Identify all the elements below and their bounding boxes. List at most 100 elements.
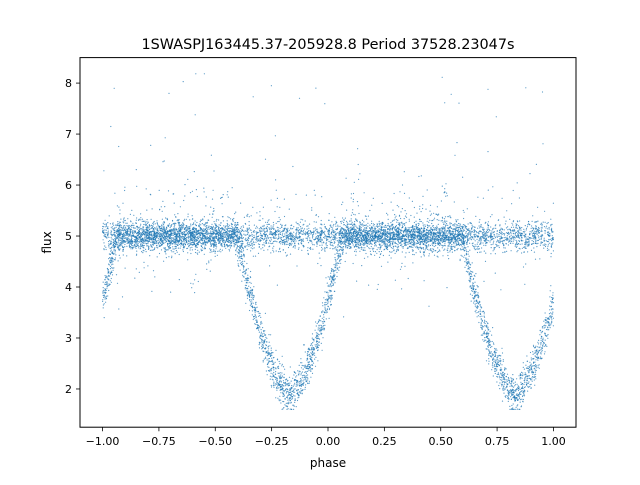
data-point	[116, 205, 118, 207]
data-point	[323, 316, 325, 318]
data-point	[225, 240, 227, 242]
data-point	[503, 229, 505, 231]
data-point	[370, 253, 372, 255]
data-point	[264, 339, 266, 341]
data-point	[312, 354, 314, 356]
data-point	[401, 222, 403, 224]
data-point	[121, 244, 123, 246]
data-point	[173, 231, 175, 233]
data-point	[125, 239, 128, 241]
data-point	[290, 387, 292, 389]
data-point	[530, 227, 532, 229]
data-point	[332, 237, 334, 239]
data-point	[318, 320, 320, 322]
data-point	[266, 355, 268, 357]
data-point	[174, 237, 176, 239]
data-point	[545, 227, 547, 229]
data-point	[444, 191, 446, 193]
data-point	[182, 226, 184, 229]
data-point	[156, 222, 158, 224]
data-point	[359, 224, 361, 226]
data-point	[108, 264, 110, 266]
data-point	[545, 344, 547, 347]
data-point	[378, 251, 380, 253]
data-point	[501, 400, 504, 402]
data-point	[312, 234, 314, 236]
data-point	[341, 247, 343, 249]
data-point	[480, 318, 482, 320]
data-point	[449, 245, 451, 247]
data-point	[171, 228, 173, 230]
data-point	[206, 232, 208, 234]
data-point	[469, 279, 471, 281]
data-point	[224, 225, 226, 228]
data-point	[301, 227, 303, 229]
data-point	[203, 253, 205, 255]
data-point	[229, 238, 232, 240]
data-point	[177, 236, 179, 239]
data-point	[287, 246, 290, 249]
data-point	[483, 316, 486, 318]
data-point	[145, 188, 147, 190]
data-point	[201, 240, 203, 242]
data-point	[363, 243, 365, 245]
data-point	[295, 385, 297, 387]
data-point	[390, 257, 392, 259]
data-point	[203, 248, 205, 250]
data-point	[410, 214, 412, 217]
data-point	[129, 246, 131, 249]
data-point	[514, 232, 517, 235]
data-point	[305, 375, 307, 377]
data-point	[107, 233, 109, 235]
data-point	[551, 320, 553, 323]
data-point	[141, 233, 143, 235]
data-point	[520, 381, 522, 383]
data-point	[372, 223, 374, 225]
data-point	[534, 376, 537, 378]
data-point	[315, 87, 317, 89]
data-point	[327, 294, 329, 296]
data-point	[456, 249, 458, 251]
data-point	[185, 229, 187, 232]
data-point	[466, 237, 469, 239]
data-point	[496, 370, 498, 372]
data-point	[189, 247, 191, 249]
data-point	[499, 239, 501, 241]
data-point	[274, 135, 276, 137]
data-point	[198, 235, 200, 237]
data-point	[317, 333, 319, 335]
data-point	[425, 208, 427, 210]
data-point	[204, 243, 207, 245]
data-point	[469, 230, 471, 232]
data-point	[510, 392, 512, 394]
data-point	[415, 230, 417, 232]
data-point	[216, 225, 218, 228]
data-point	[333, 248, 335, 250]
data-point	[541, 241, 544, 244]
data-point	[544, 322, 547, 324]
data-point	[465, 232, 467, 234]
data-point	[536, 239, 538, 242]
data-point	[440, 220, 442, 222]
data-point	[449, 215, 451, 217]
data-point	[401, 262, 403, 264]
data-point	[151, 237, 153, 239]
data-point	[504, 238, 506, 240]
data-point	[511, 404, 513, 407]
data-point	[509, 242, 511, 244]
data-point	[235, 211, 237, 213]
data-point	[124, 189, 126, 192]
data-point	[377, 247, 379, 249]
data-point	[166, 249, 168, 251]
data-point	[201, 247, 204, 249]
data-point	[256, 239, 258, 241]
data-point	[484, 329, 486, 331]
data-point	[476, 285, 478, 287]
data-point	[408, 251, 410, 253]
data-point	[229, 240, 231, 242]
data-point	[366, 245, 368, 247]
data-point	[403, 218, 405, 220]
data-point	[536, 246, 538, 248]
data-point	[313, 340, 315, 342]
data-point	[136, 253, 138, 255]
